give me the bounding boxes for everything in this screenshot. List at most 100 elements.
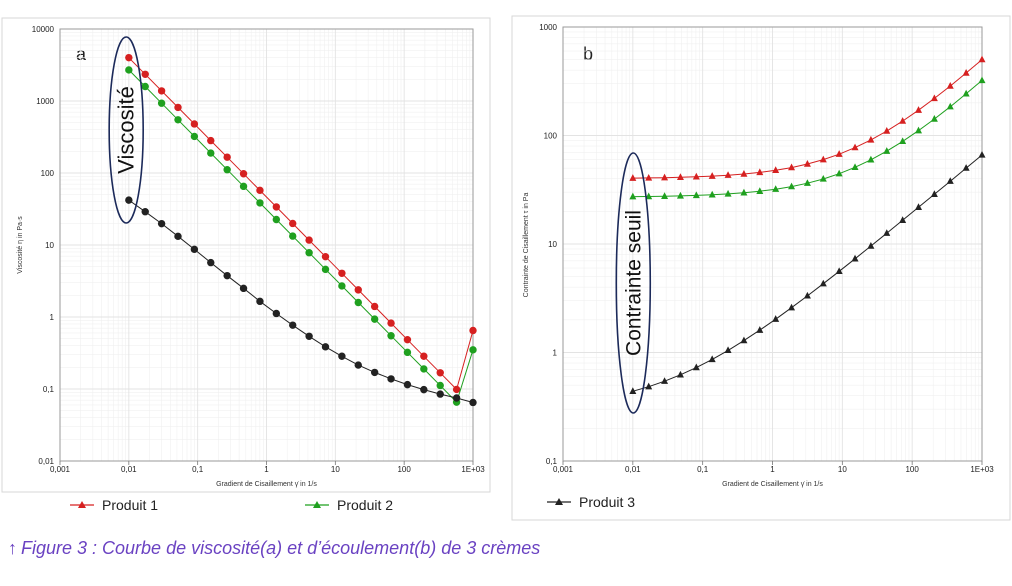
data-point xyxy=(946,82,954,89)
y-tick-label: 1000 xyxy=(36,97,54,106)
y-tick-label: 1 xyxy=(553,349,558,358)
series-produit-3 xyxy=(629,150,986,394)
data-point xyxy=(645,173,653,181)
data-point xyxy=(724,189,732,197)
data-point xyxy=(272,215,281,224)
series-produit-2 xyxy=(629,76,986,200)
gridlines-b xyxy=(562,26,983,462)
data-point xyxy=(676,370,684,378)
data-point xyxy=(125,196,133,204)
data-point xyxy=(289,219,297,228)
data-point xyxy=(867,135,875,143)
x-tick-label: 1 xyxy=(770,465,775,474)
data-point xyxy=(370,302,379,311)
y-tick-label: 1 xyxy=(50,313,55,322)
data-point xyxy=(851,254,859,262)
x-axis-label: Gradient de Cisaillement γ̇ in 1/s xyxy=(722,481,823,488)
y-tick-label: 0,1 xyxy=(43,385,55,394)
legend-item-produit-1: Produit 1 xyxy=(70,497,158,513)
data-point xyxy=(338,282,346,290)
legend-marker-icon xyxy=(555,498,563,505)
series-line xyxy=(128,57,474,391)
data-point xyxy=(867,155,875,163)
panel-a-label: a xyxy=(76,44,87,64)
data-point xyxy=(289,321,297,329)
y-tick-label: 1000 xyxy=(539,23,557,32)
series-line xyxy=(128,199,474,403)
series-produit-1 xyxy=(125,53,477,394)
data-point xyxy=(223,271,231,280)
data-point xyxy=(469,326,477,335)
data-point xyxy=(835,169,843,177)
data-point xyxy=(321,265,330,274)
y-tick-label: 0,1 xyxy=(546,457,558,466)
data-point xyxy=(930,190,938,197)
data-point xyxy=(788,303,796,311)
data-point xyxy=(946,177,954,184)
series-produit-3 xyxy=(125,196,477,407)
data-point xyxy=(436,369,444,377)
data-point xyxy=(469,346,477,354)
data-point xyxy=(420,365,428,373)
x-axis-label: Gradient de Cisaillement γ̇ in 1/s xyxy=(216,481,317,488)
y-tick-label: 0,01 xyxy=(38,457,54,466)
data-point xyxy=(772,185,780,192)
data-point xyxy=(436,381,444,390)
data-point xyxy=(387,332,395,340)
data-point xyxy=(803,291,811,299)
data-point xyxy=(708,190,716,198)
data-point xyxy=(256,186,264,195)
data-point xyxy=(915,106,923,113)
data-point xyxy=(788,182,796,190)
data-point xyxy=(645,192,653,200)
data-point xyxy=(190,245,199,254)
data-point xyxy=(256,297,264,306)
data-point xyxy=(223,166,231,174)
data-point xyxy=(724,171,732,178)
data-point xyxy=(629,192,637,200)
legend: Produit 1 Produit 2 Produit 3 xyxy=(70,494,635,513)
data-point xyxy=(321,343,330,351)
y-tick-label: 100 xyxy=(544,132,558,141)
data-point xyxy=(819,279,827,287)
y-axis-label: Viscosité η in Pa·s xyxy=(17,216,24,274)
data-point xyxy=(629,387,637,394)
data-point xyxy=(930,115,938,122)
y-tick-label: 10000 xyxy=(32,25,55,34)
data-point xyxy=(756,326,764,333)
data-point xyxy=(403,335,412,344)
data-point xyxy=(883,147,891,154)
legend-marker-icon xyxy=(313,501,321,508)
data-point xyxy=(899,216,907,223)
data-point xyxy=(469,398,477,407)
data-point xyxy=(803,179,811,186)
y-axis-label: Contrainte de Cisaillement τ in Pa xyxy=(523,193,530,298)
data-point xyxy=(692,172,700,180)
data-point xyxy=(915,126,923,134)
data-point xyxy=(370,315,379,323)
data-point xyxy=(756,187,764,194)
data-point xyxy=(962,164,970,171)
data-point xyxy=(645,382,653,390)
data-point xyxy=(207,258,215,267)
legend-label: Produit 2 xyxy=(337,497,393,513)
legend-marker-icon xyxy=(78,501,86,508)
data-point xyxy=(676,173,684,181)
x-tick-label: 1E+03 xyxy=(461,465,485,474)
data-point xyxy=(978,76,986,84)
x-tick-label: 0,001 xyxy=(50,465,71,474)
x-tick-label: 100 xyxy=(905,465,919,474)
chart-a: a 0,001 0,01 0,1 1 10 100 1E+030,010,111010010… xyxy=(17,25,485,488)
data-point xyxy=(978,150,986,158)
data-point xyxy=(835,150,843,157)
data-point xyxy=(141,70,149,78)
data-point xyxy=(354,286,362,294)
data-point xyxy=(708,172,716,179)
data-point xyxy=(883,127,891,134)
x-tick-label: 100 xyxy=(397,465,411,474)
data-point xyxy=(962,89,970,97)
data-point xyxy=(756,168,764,176)
x-tick-label: 10 xyxy=(331,465,340,474)
data-point xyxy=(256,199,264,207)
data-point xyxy=(724,346,732,354)
